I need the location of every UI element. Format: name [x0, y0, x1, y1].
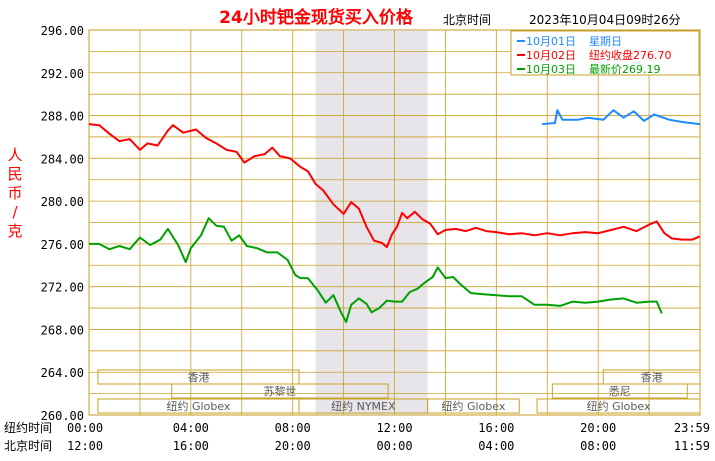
y-label-char: 克 [7, 222, 22, 240]
y-label-char: 币 [7, 184, 22, 202]
market-box [602, 369, 701, 385]
timestamp: 2023年10月04日09时26分 [529, 13, 681, 27]
y-axis: 296.00 292.00 288.00 284.00 280.00 276.00 272.… [41, 24, 84, 423]
x-axis: 纽约时间 00:00 04:00 08:00 12:00 16:00 20:00 23:59 北… [4, 420, 710, 453]
market-label: 苏黎世 [263, 384, 296, 398]
x-tick-label: 08:00 [580, 439, 616, 453]
legend: 10月01日 星期日 10月02日 纽约收盘276.70 10月03日 最新价269.19 [510, 30, 700, 76]
x-tick-label: 11:59 [674, 439, 710, 453]
x-tick-label: 20:00 [580, 421, 616, 435]
y-tick-label: 264.00 [41, 366, 84, 380]
x-tick-label: 12:00 [67, 439, 103, 453]
timezone-label: 北京时间 [443, 13, 491, 27]
y-axis-label: 人民币/克 [7, 146, 22, 240]
x-tick-label: 08:00 [275, 421, 311, 435]
market-label: 纽约 Globex [167, 399, 231, 413]
legend-box [510, 30, 700, 76]
y-tick-label: 268.00 [41, 323, 84, 337]
x-row-label: 纽约时间 [4, 420, 52, 435]
y-tick-label: 260.00 [41, 409, 84, 423]
x-tick-label: 20:00 [275, 439, 311, 453]
y-tick-label: 288.00 [41, 110, 84, 124]
legend-date: 10月02日 [526, 49, 576, 62]
y-label-char: 民 [7, 165, 22, 183]
market-label: 悉尼 [609, 385, 631, 398]
market-label: 纽约 NYMEX [331, 399, 396, 413]
series-lines [88, 109, 701, 323]
legend-date: 10月03日 [526, 63, 576, 76]
chart-title: 24小时钯金现货买入价格 [219, 7, 414, 28]
legend-text: 最新价269.19 [589, 62, 661, 76]
market-box [427, 398, 520, 414]
market-label: 香港 [641, 371, 663, 384]
market-label: 纽约 Globex [587, 399, 651, 413]
x-tick-label: 04:00 [478, 439, 514, 453]
x-tick-label: 16:00 [173, 439, 209, 453]
legend-date: 10月01日 [526, 35, 576, 48]
market-label: 香港 [187, 371, 209, 384]
series-line [88, 123, 701, 249]
y-tick-label: 276.00 [41, 238, 84, 252]
y-label-char: / [12, 203, 18, 221]
x-tick-label: 04:00 [173, 421, 209, 435]
y-tick-label: 280.00 [41, 195, 84, 209]
y-tick-label: 284.00 [41, 152, 84, 166]
series-line [89, 217, 663, 323]
y-tick-label: 296.00 [41, 24, 84, 38]
y-tick-label: 272.00 [41, 281, 84, 295]
x-tick-label: 00:00 [376, 439, 412, 453]
gridlines [88, 29, 701, 416]
market-box [171, 383, 389, 399]
series-line [542, 109, 700, 126]
market-box [536, 398, 701, 414]
y-label-char: 人 [7, 146, 22, 164]
market-label: 纽约 Globex [441, 399, 505, 413]
y-tick-label: 292.00 [41, 67, 84, 81]
x-tick-label: 00:00 [67, 421, 103, 435]
x-row-label: 北京时间 [4, 439, 52, 453]
x-tick-label: 12:00 [376, 421, 412, 435]
x-tick-label: 16:00 [478, 421, 514, 435]
legend-text: 纽约收盘276.70 [589, 48, 672, 62]
x-tick-label: 23:59 [674, 421, 710, 435]
legend-text: 星期日 [589, 35, 622, 48]
